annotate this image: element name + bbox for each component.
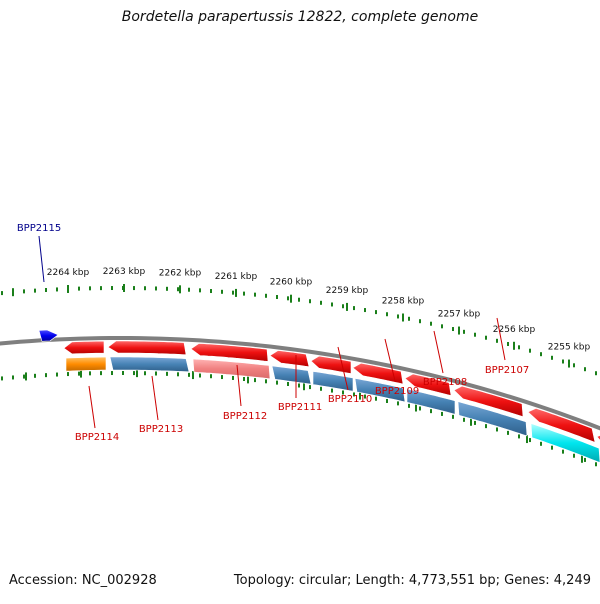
kbp-label: 2257 kbp [438, 310, 481, 320]
gene-label-bpp2107[interactable]: BPP2107 [485, 365, 529, 376]
gene-label-leader [88, 385, 96, 429]
accession-text: Accession: NC_002928 [9, 573, 157, 588]
gene-feature-forward[interactable] [190, 343, 269, 362]
kbp-label: 2264 kbp [47, 268, 90, 278]
kbp-label: 2260 kbp [270, 278, 313, 288]
gene-label-bpp2115[interactable]: BPP2115 [17, 223, 61, 234]
gene-label-bpp2108[interactable]: BPP2108 [423, 377, 467, 388]
cog-category-bar[interactable] [192, 358, 271, 380]
gene-label-leader [151, 375, 159, 421]
cog-category-bar[interactable] [271, 365, 312, 385]
kbp-label: 2258 kbp [382, 297, 425, 307]
gene-feature-forward[interactable] [107, 340, 187, 356]
kbp-label: 2263 kbp [103, 267, 146, 277]
cog-category-bar[interactable] [65, 356, 107, 372]
kbp-label: 2255 kbp [548, 343, 591, 353]
gene-label-leader [496, 317, 506, 361]
cog-category-bar[interactable] [354, 378, 406, 403]
genome-summary-text: Topology: circular; Length: 4,773,551 bp… [233, 573, 591, 588]
gene-label-bpp2110[interactable]: BPP2110 [328, 394, 372, 405]
cog-category-bar[interactable] [109, 356, 190, 373]
kbp-label: 2261 kbp [215, 272, 258, 282]
kbp-label: 2256 kbp [493, 325, 536, 335]
gene-label-leader [236, 364, 242, 407]
outer-ruler [1, 284, 597, 376]
gene-feature-forward[interactable] [404, 373, 452, 397]
map-title: Bordetella parapertussis 12822, complete… [121, 9, 479, 25]
gene-label-leader [337, 346, 349, 391]
gene-feature-forward[interactable] [63, 340, 105, 355]
kbp-label: 2259 kbp [326, 286, 369, 296]
gene-label-leader [384, 338, 396, 382]
gene-label-bpp2113[interactable]: BPP2113 [139, 424, 183, 435]
gene-feature-forward[interactable] [596, 433, 600, 448]
genome-backbone [0, 335, 600, 431]
gene-feature-bpp2115[interactable] [38, 329, 59, 342]
gene-feature-forward[interactable] [527, 407, 596, 443]
gene-label-bpp2112[interactable]: BPP2112 [223, 411, 267, 422]
cog-category-bar[interactable] [406, 388, 456, 415]
cog-category-bar[interactable] [530, 423, 600, 463]
gene-label-bpp2114[interactable]: BPP2114 [75, 432, 119, 443]
gene-label-leader [38, 235, 45, 283]
gene-feature-forward[interactable] [269, 350, 310, 368]
gene-label-leader [433, 330, 444, 374]
cog-category-bar[interactable] [457, 401, 528, 437]
cog-category-bar[interactable] [312, 371, 354, 392]
gene-label-bpp2109[interactable]: BPP2109 [375, 386, 419, 397]
gene-label-bpp2111[interactable]: BPP2111 [278, 402, 322, 413]
gene-feature-forward[interactable] [352, 362, 404, 385]
kbp-label: 2262 kbp [159, 268, 202, 278]
gene-feature-forward[interactable] [453, 385, 524, 418]
